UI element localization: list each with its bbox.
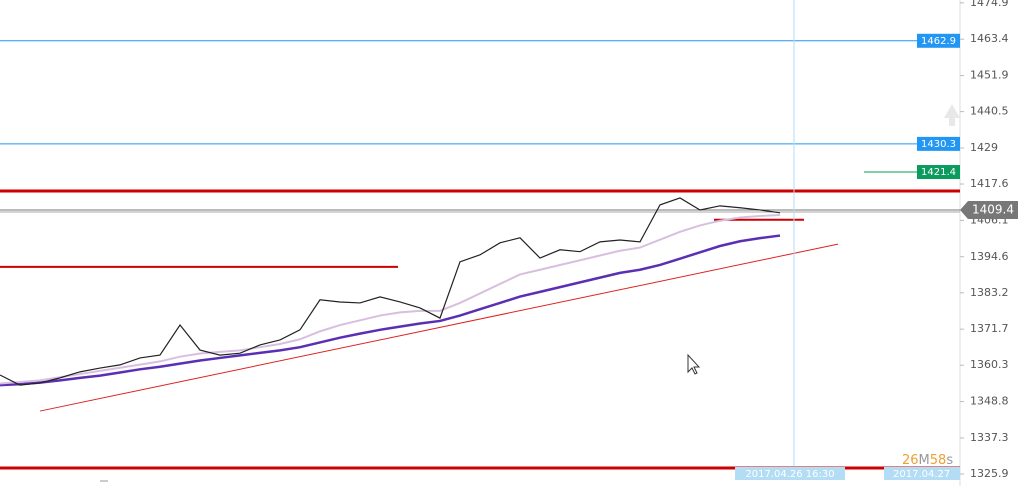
series-line — [0, 214, 781, 385]
price-tag-label: 1421.4 — [921, 167, 956, 178]
y-tick-label: 1325.9 — [970, 467, 1009, 480]
y-tick-label: 1429 — [970, 141, 998, 154]
y-tick-label: 1337.3 — [970, 431, 1009, 444]
y-tick-label: 1383.2 — [970, 286, 1009, 299]
time-tag — [884, 467, 960, 480]
y-tick-label: 1474.9 — [970, 0, 1009, 9]
countdown-part: M — [919, 453, 930, 468]
price-tag-label: 1409.4 — [972, 202, 1014, 216]
time-label: 2017.04.26 16:30 — [745, 469, 834, 480]
price-tag — [917, 165, 960, 180]
y-tick-label: 1348.8 — [970, 395, 1009, 408]
price-tag — [960, 200, 1018, 219]
time-tag — [735, 467, 845, 480]
countdown-part: 26 — [902, 453, 919, 468]
countdown-part: 58 — [930, 453, 947, 468]
scroll-up-icon[interactable] — [944, 104, 960, 126]
series-line — [0, 234, 781, 387]
y-tick-label: 1417.6 — [970, 177, 1009, 190]
y-tick-label: 1394.6 — [970, 250, 1009, 263]
series-line — [0, 197, 781, 386]
price-tag-label: 1462.9 — [921, 36, 956, 47]
time-label: 2017.04.27 — [893, 469, 950, 480]
price-tag — [917, 33, 960, 48]
mouse-cursor — [687, 353, 701, 375]
price-tag — [917, 136, 960, 151]
price-tag-label: 1430.3 — [921, 139, 956, 150]
y-tick-label: 1463.4 — [970, 32, 1009, 45]
y-tick-label: 1440.5 — [970, 105, 1009, 118]
countdown-part: s — [946, 453, 953, 468]
y-tick-label: 1451.9 — [970, 69, 1009, 82]
countdown: 26M58s — [902, 453, 953, 468]
y-tick-label: 1360.3 — [970, 358, 1009, 371]
y-tick-label: 1371.7 — [970, 322, 1009, 335]
trend-line — [39, 243, 839, 412]
